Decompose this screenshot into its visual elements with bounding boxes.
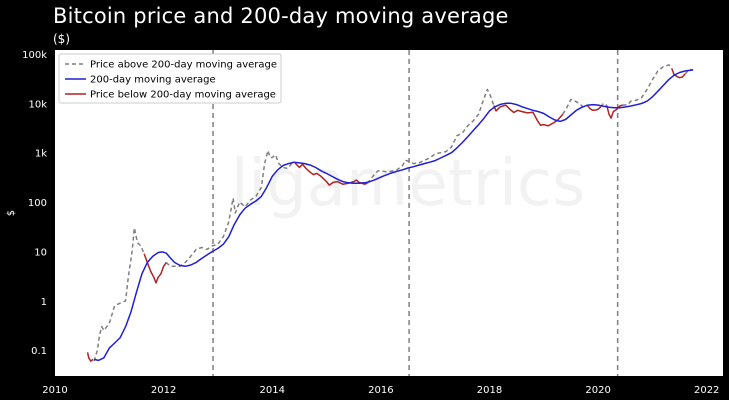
x-tick-label: 2022 bbox=[694, 385, 719, 396]
y-tick-label: 0.1 bbox=[31, 346, 47, 357]
series-2-segment-6 bbox=[671, 68, 686, 79]
x-tick-label: 2012 bbox=[151, 385, 176, 396]
x-tick-label: 2010 bbox=[42, 385, 67, 396]
legend-label-1: 200-day moving average bbox=[90, 75, 216, 86]
y-tick-label: 10 bbox=[34, 247, 47, 258]
halving-lines bbox=[212, 50, 619, 376]
legend: Price above 200-day moving average 200-da… bbox=[58, 53, 282, 104]
chart-subtitle: ($) bbox=[53, 32, 70, 46]
x-tick-label: 2014 bbox=[260, 385, 285, 396]
series-0-segment-1 bbox=[165, 149, 296, 268]
y-axis: 0.1 1 10 100 1k 10k 100k bbox=[22, 50, 47, 357]
series-2-segment-5 bbox=[606, 104, 623, 119]
chart-title: Bitcoin price and 200-day moving average bbox=[53, 4, 509, 28]
series-0-segment-5 bbox=[622, 64, 673, 106]
series-1-segment-0 bbox=[93, 69, 694, 362]
legend-label-0: Price above 200-day moving average bbox=[90, 60, 277, 71]
y-tick-label: 1 bbox=[41, 297, 47, 308]
series-2-segment-1 bbox=[143, 253, 167, 284]
x-tick-label: 2016 bbox=[368, 385, 393, 396]
series-0-segment-2 bbox=[366, 88, 495, 184]
legend-box bbox=[58, 53, 282, 104]
x-tick-label: 2020 bbox=[585, 385, 610, 396]
x-tick-label: 2018 bbox=[477, 385, 502, 396]
x-axis: 2010 2012 2014 2016 2018 2020 2022 bbox=[42, 385, 719, 396]
y-axis-label: $ bbox=[6, 210, 17, 216]
series-layer bbox=[86, 64, 694, 362]
y-tick-label: 100k bbox=[22, 50, 47, 61]
y-tick-label: 1k bbox=[35, 149, 47, 160]
series-2-segment-3 bbox=[493, 104, 564, 127]
watermark: ligametrics bbox=[231, 147, 586, 221]
series-2-segment-4 bbox=[586, 104, 602, 112]
series-2-segment-2 bbox=[294, 162, 368, 186]
plot-area bbox=[55, 50, 723, 376]
legend-label-2: Price below 200-day moving average bbox=[90, 90, 276, 101]
series-0-segment-0 bbox=[93, 227, 145, 362]
y-tick-label: 10k bbox=[28, 99, 47, 110]
series-2-segment-0 bbox=[86, 352, 94, 362]
y-tick-label: 100 bbox=[28, 198, 47, 209]
